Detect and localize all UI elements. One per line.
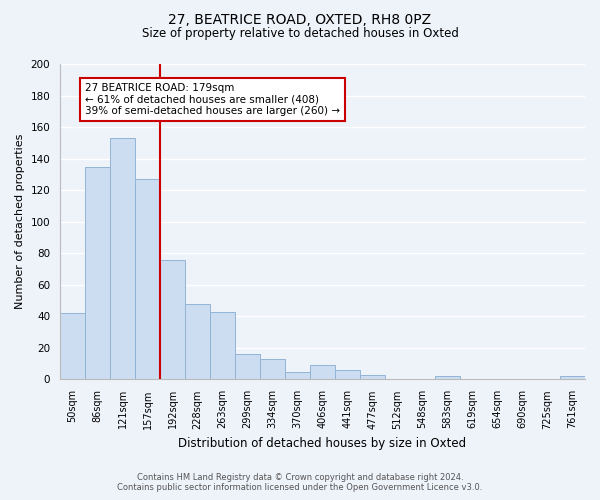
Bar [210,312,235,380]
Text: 27, BEATRICE ROAD, OXTED, RH8 0PZ: 27, BEATRICE ROAD, OXTED, RH8 0PZ [169,12,431,26]
Bar [260,359,285,380]
Bar [60,313,85,380]
Bar [110,138,135,380]
Y-axis label: Number of detached properties: Number of detached properties [15,134,25,310]
Text: Size of property relative to detached houses in Oxted: Size of property relative to detached ho… [142,28,458,40]
Bar [185,304,210,380]
X-axis label: Distribution of detached houses by size in Oxted: Distribution of detached houses by size … [178,437,467,450]
Bar [85,166,110,380]
Bar [285,372,310,380]
Bar [435,376,460,380]
Bar [235,354,260,380]
Bar [360,374,385,380]
Bar [560,376,585,380]
Bar [310,365,335,380]
Text: 27 BEATRICE ROAD: 179sqm
← 61% of detached houses are smaller (408)
39% of semi-: 27 BEATRICE ROAD: 179sqm ← 61% of detach… [85,83,340,116]
Text: Contains HM Land Registry data © Crown copyright and database right 2024.
Contai: Contains HM Land Registry data © Crown c… [118,473,482,492]
Bar [135,179,160,380]
Bar [160,260,185,380]
Bar [335,370,360,380]
